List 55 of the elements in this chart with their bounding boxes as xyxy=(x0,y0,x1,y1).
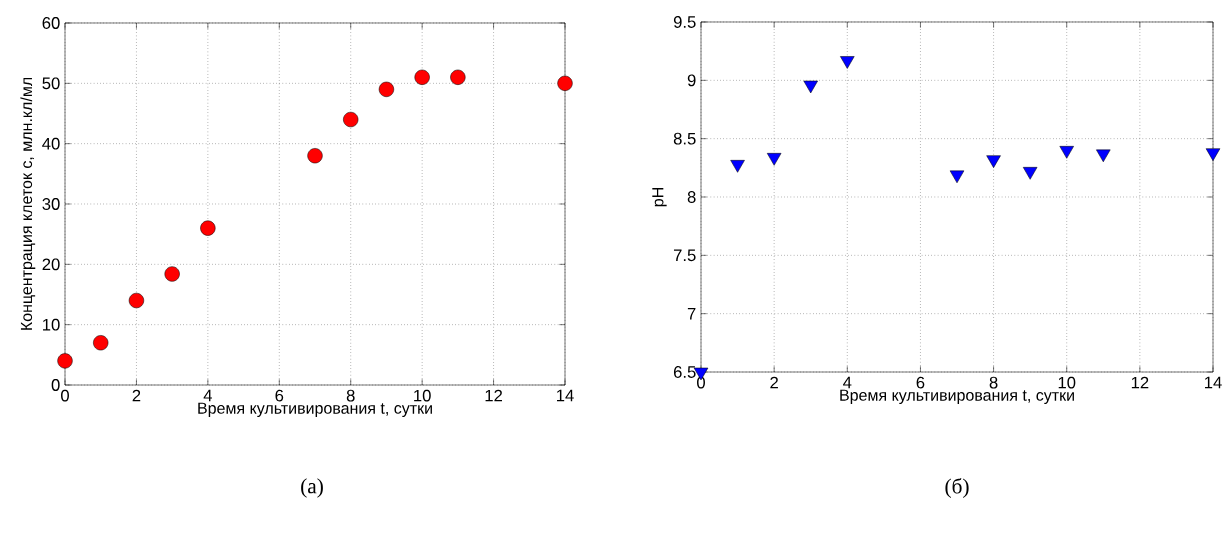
text: (а) xyxy=(301,478,323,498)
y-tick-label: 7 xyxy=(687,307,696,320)
point xyxy=(986,155,1001,168)
y-tick-label: 8 xyxy=(687,191,696,203)
point xyxy=(557,75,573,91)
point xyxy=(766,153,782,166)
point xyxy=(1096,149,1111,163)
x-axis-title: Время культивирования t, сутки xyxy=(840,389,1074,404)
point xyxy=(450,69,466,85)
y-tick-label: 20 xyxy=(42,258,60,271)
point xyxy=(164,266,180,282)
x-tick-label: 8 xyxy=(346,389,355,402)
point xyxy=(840,56,855,69)
point xyxy=(949,170,965,184)
point xyxy=(200,220,216,236)
y-tick-label: 50 xyxy=(42,77,60,90)
point xyxy=(343,111,359,128)
y-axis-title: pH xyxy=(652,188,667,207)
x-tick-label: 12 xyxy=(1131,376,1149,389)
x-tick-label: 0 xyxy=(697,376,705,389)
y-tick-label: 60 xyxy=(42,17,60,29)
point xyxy=(1022,167,1038,180)
point xyxy=(730,160,745,173)
x-tick-label: 4 xyxy=(843,376,852,389)
y-tick-label: 9.5 xyxy=(673,16,696,28)
text: (б) xyxy=(945,478,969,498)
x-tick-label: 14 xyxy=(557,389,574,402)
y-tick-label: 30 xyxy=(42,198,60,210)
x-tick-label: 8 xyxy=(989,376,998,389)
point xyxy=(57,353,73,369)
y-tick-label: 10 xyxy=(43,318,60,331)
x-tick-label: 6 xyxy=(275,389,284,402)
y-tick-label: 7.5 xyxy=(673,249,696,262)
x-tick-label: 2 xyxy=(770,376,778,389)
point xyxy=(128,292,145,309)
x-tick-label: 12 xyxy=(485,389,502,402)
y-axis-title: Концентрация клеток с, млн.кл/мл xyxy=(20,77,36,330)
x-axis-title: Время культивирования t, сутки xyxy=(198,402,432,417)
y-tick-label: 9 xyxy=(687,74,696,87)
point xyxy=(307,148,323,164)
point xyxy=(378,81,395,97)
x-tick-label: 10 xyxy=(414,389,431,402)
x-tick-label: 14 xyxy=(1205,376,1222,389)
y-tick-label: 8.5 xyxy=(673,132,696,145)
y-tick-label: 40 xyxy=(42,137,60,150)
point xyxy=(414,69,430,85)
x-tick-label: 6 xyxy=(916,376,925,389)
point xyxy=(803,80,818,94)
x-tick-label: 0 xyxy=(61,389,69,402)
point xyxy=(1059,146,1074,159)
y-tick-label: 6.5 xyxy=(673,366,696,378)
x-tick-label: 2 xyxy=(132,389,141,402)
x-tick-label: 10 xyxy=(1058,376,1076,389)
point xyxy=(93,335,109,351)
x-tick-label: 4 xyxy=(203,389,213,402)
